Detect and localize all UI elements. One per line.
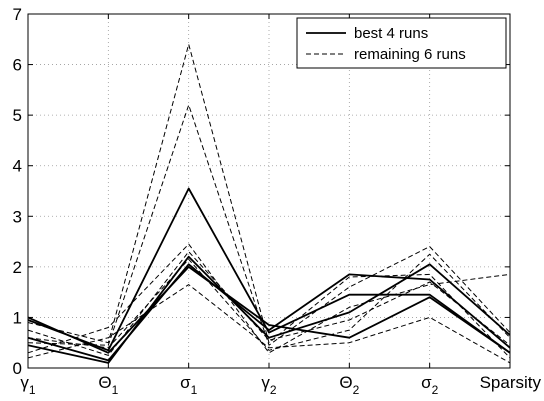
x-tick-labels: γ1 Θ1 σ1 γ2 Θ2 σ2 Sparsity xyxy=(20,373,541,397)
y-tick-label: 7 xyxy=(13,5,22,24)
x-tick-label: σ1 xyxy=(180,373,198,397)
legend-label-best: best 4 runs xyxy=(354,25,428,42)
x-tick-label: γ2 xyxy=(261,373,277,397)
series-line-remaining xyxy=(27,243,511,354)
legend: best 4 runs remaining 6 runs xyxy=(296,17,507,69)
legend-label-remaining: remaining 6 runs xyxy=(354,46,466,63)
series-line-remaining xyxy=(27,43,511,359)
series-line-remaining xyxy=(27,253,511,351)
y-tick-label: 1 xyxy=(13,308,22,327)
grid xyxy=(28,14,510,368)
x-tick-label: γ1 xyxy=(20,373,36,397)
x-tick-label: Θ1 xyxy=(98,373,118,397)
ticks xyxy=(27,13,511,369)
y-tick-label: 5 xyxy=(13,106,22,125)
series-line-remaining xyxy=(27,284,511,364)
series-line-remaining xyxy=(27,251,511,356)
y-tick-label: 0 xyxy=(13,359,22,378)
series-line-remaining xyxy=(27,104,511,346)
series-line-best xyxy=(27,255,511,364)
x-tick-label: σ2 xyxy=(421,373,439,397)
y-tick-label: 6 xyxy=(13,56,22,75)
y-tick-label: 2 xyxy=(13,258,22,277)
series-line-best xyxy=(27,265,511,354)
x-tick-label: Θ2 xyxy=(339,373,359,397)
y-tick-label: 4 xyxy=(13,157,22,176)
series-lines xyxy=(27,43,511,364)
series-line-best xyxy=(27,263,511,362)
x-tick-label: Sparsity xyxy=(480,373,542,392)
series-line-best xyxy=(27,187,511,354)
legend-box xyxy=(296,17,507,69)
y-tick-label: 3 xyxy=(13,207,22,226)
y-tick-labels: 0 1 2 3 4 5 6 7 xyxy=(13,5,22,378)
